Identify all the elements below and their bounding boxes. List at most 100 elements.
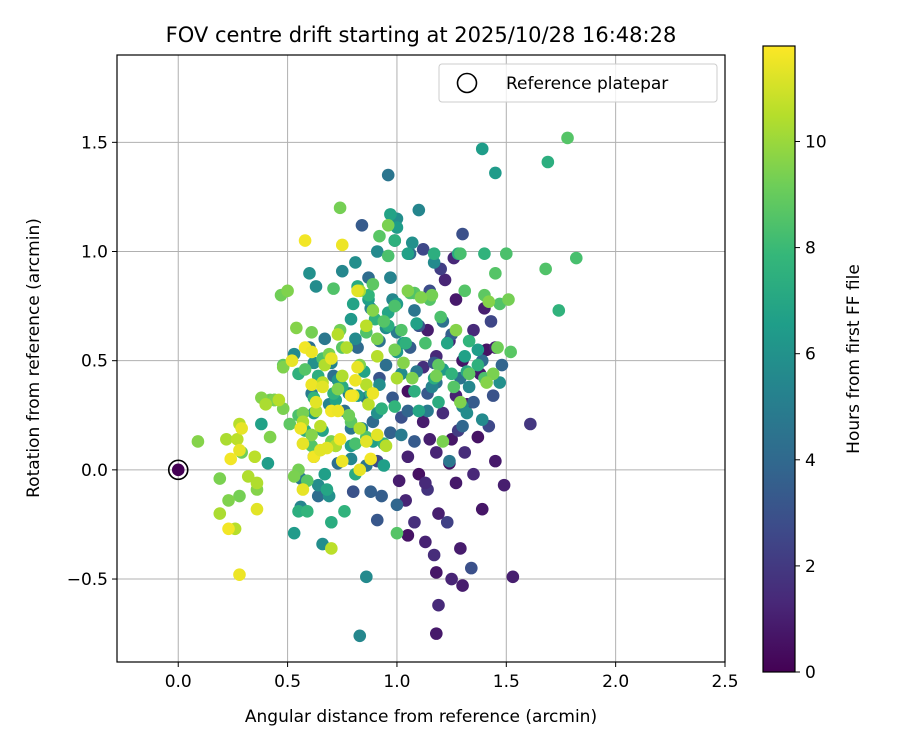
data-point bbox=[419, 535, 432, 549]
data-point bbox=[263, 430, 277, 444]
data-point bbox=[366, 304, 380, 317]
data-point bbox=[370, 513, 384, 527]
plot-area bbox=[117, 55, 725, 662]
data-point bbox=[440, 336, 454, 350]
data-point bbox=[440, 515, 454, 529]
x-tick-label: 1.5 bbox=[493, 672, 520, 692]
data-point bbox=[349, 332, 362, 346]
data-point bbox=[432, 395, 445, 409]
data-point bbox=[305, 325, 318, 339]
data-point bbox=[425, 288, 439, 302]
data-point bbox=[375, 489, 388, 503]
x-axis-label: Angular distance from reference (arcmin) bbox=[245, 707, 597, 727]
data-point bbox=[351, 284, 364, 298]
data-point bbox=[427, 256, 441, 269]
data-point bbox=[475, 142, 489, 156]
data-point bbox=[395, 428, 408, 442]
data-point bbox=[436, 435, 450, 448]
y-tick-label: 1.5 bbox=[81, 133, 108, 153]
data-point bbox=[486, 367, 500, 381]
colorbar-tick-label: 2 bbox=[805, 557, 816, 577]
data-point bbox=[445, 572, 458, 586]
data-point bbox=[401, 247, 415, 260]
data-point bbox=[362, 398, 375, 411]
data-point bbox=[381, 168, 395, 182]
data-point bbox=[303, 267, 316, 280]
data-point bbox=[449, 476, 463, 490]
data-point bbox=[475, 502, 489, 516]
data-point bbox=[335, 264, 349, 278]
data-point bbox=[427, 247, 441, 260]
data-point bbox=[416, 415, 430, 429]
data-point bbox=[465, 561, 478, 575]
data-point bbox=[458, 284, 472, 298]
x-tick-label: 0.0 bbox=[165, 672, 192, 692]
legend-marker bbox=[456, 72, 478, 94]
data-point bbox=[454, 542, 467, 555]
data-point bbox=[430, 627, 443, 640]
data-point bbox=[346, 485, 360, 498]
legend-label: Reference platepar bbox=[506, 74, 668, 94]
data-point bbox=[379, 358, 393, 372]
data-point bbox=[419, 336, 432, 350]
data-point bbox=[482, 295, 496, 309]
data-point bbox=[261, 457, 275, 470]
reference-marker bbox=[167, 459, 189, 481]
data-point bbox=[408, 304, 421, 317]
data-point bbox=[333, 432, 347, 446]
data-point bbox=[486, 389, 500, 402]
data-point bbox=[432, 507, 445, 520]
y-axis-label: Rotation from reference (arcmin) bbox=[24, 218, 44, 498]
data-point bbox=[335, 238, 349, 252]
data-point bbox=[222, 522, 235, 536]
data-point bbox=[454, 395, 467, 409]
colorbar-tick-label: 10 bbox=[805, 132, 827, 152]
chart-title: FOV centre drift starting at 2025/10/28 … bbox=[166, 23, 677, 47]
plot-frame bbox=[116, 54, 726, 663]
data-point bbox=[292, 505, 305, 518]
colorbar-tick-label: 4 bbox=[805, 451, 816, 471]
data-point bbox=[316, 380, 329, 394]
data-point bbox=[335, 369, 349, 383]
data-point bbox=[250, 476, 264, 490]
data-point bbox=[290, 321, 303, 335]
data-point bbox=[524, 417, 537, 431]
data-point bbox=[436, 406, 450, 420]
legend: Reference platepar bbox=[438, 63, 718, 103]
data-point bbox=[366, 277, 380, 291]
data-point bbox=[397, 356, 410, 370]
data-point bbox=[484, 315, 498, 328]
data-point bbox=[335, 454, 349, 468]
data-point bbox=[325, 515, 338, 529]
data-point bbox=[171, 463, 185, 477]
data-point bbox=[395, 323, 408, 337]
data-point bbox=[283, 417, 297, 431]
data-point bbox=[475, 413, 489, 426]
legend-box bbox=[438, 63, 718, 103]
data-point bbox=[338, 505, 351, 518]
data-point bbox=[408, 515, 421, 529]
data-point bbox=[281, 284, 294, 298]
data-point bbox=[355, 219, 369, 232]
data-point bbox=[309, 404, 323, 418]
data-point bbox=[360, 435, 373, 448]
data-point bbox=[493, 376, 507, 389]
data-point bbox=[233, 489, 246, 503]
data-point bbox=[390, 371, 404, 385]
data-point bbox=[349, 256, 362, 269]
data-point bbox=[443, 454, 456, 468]
data-point bbox=[213, 507, 227, 520]
data-point bbox=[489, 166, 502, 180]
data-point bbox=[460, 406, 474, 420]
data-point bbox=[401, 529, 415, 542]
data-point bbox=[305, 345, 318, 359]
data-point bbox=[569, 251, 583, 265]
data-point bbox=[233, 443, 246, 457]
data-point bbox=[353, 463, 367, 477]
data-point bbox=[495, 358, 509, 372]
data-point bbox=[318, 332, 332, 346]
data-point bbox=[449, 293, 463, 306]
data-point bbox=[220, 432, 233, 446]
data-point bbox=[305, 378, 318, 392]
data-point bbox=[467, 323, 480, 337]
